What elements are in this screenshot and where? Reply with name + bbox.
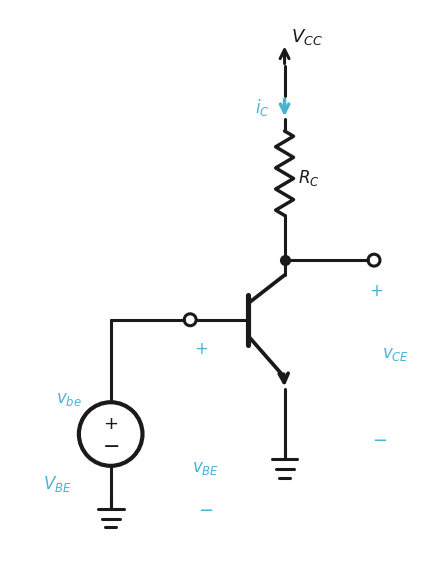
Text: $v_{BE}$: $v_{BE}$ <box>191 460 219 477</box>
Text: $i_C$: $i_C$ <box>255 97 270 118</box>
Text: $-$: $-$ <box>102 435 119 455</box>
Text: $+$: $+$ <box>103 415 118 433</box>
Text: $v_{CE}$: $v_{CE}$ <box>382 346 409 363</box>
Text: $-$: $-$ <box>198 500 213 517</box>
Text: $V_{BE}$: $V_{BE}$ <box>43 474 72 494</box>
Text: $+$: $+$ <box>194 340 208 358</box>
Text: $+$: $+$ <box>369 282 383 300</box>
Text: $V_{CC}$: $V_{CC}$ <box>290 27 322 47</box>
Text: $-$: $-$ <box>372 430 388 448</box>
Text: $R_C$: $R_C$ <box>298 168 320 188</box>
Text: $v_{be}$: $v_{be}$ <box>56 391 82 408</box>
